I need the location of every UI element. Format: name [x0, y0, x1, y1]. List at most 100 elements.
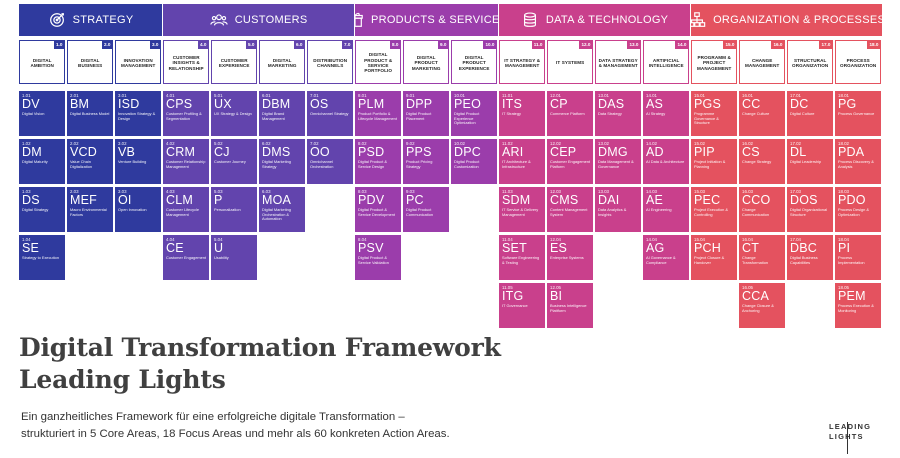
action-name: Macro Environmental Factors: [70, 207, 107, 217]
action-area-tile[interactable]: 11.04 SET Software Engineering & Testing: [499, 235, 546, 280]
focus-area-card: 2.0 DIGITAL BUSINESS: [67, 40, 114, 84]
action-area-tile[interactable]: 1.04 SE Strategy to Execution: [19, 235, 66, 280]
action-abbreviation: PIP: [694, 145, 715, 159]
action-area-tile[interactable]: 12.02 CEP Customer Engagement Platform: [547, 139, 594, 184]
action-area-tile[interactable]: 4.03 CLM Customer Lifecycle Management: [163, 187, 210, 232]
action-area-tile[interactable]: 1.03 DS Digital Strategy: [19, 187, 66, 232]
action-area-tile[interactable]: 11.03 SDM IT Service & Delivery Management: [499, 187, 546, 232]
action-name: Digital Brand Management: [262, 111, 285, 121]
action-area-tile[interactable]: 18.04 PI Process Implementation: [835, 235, 882, 280]
focus-area-label: DIGITAL PRODUCT & SERVICE PORTFOLIO: [364, 52, 393, 74]
action-area-tile[interactable]: 5.02 CJ Customer Journey: [211, 139, 258, 184]
core-area-title: STRATEGY: [72, 14, 134, 26]
action-area-tile[interactable]: 10.02 DPC Digital Product Customization: [451, 139, 498, 184]
action-area-tile[interactable]: 14.01 AS AI Strategy: [643, 91, 690, 136]
action-area-tile[interactable]: 4.01 CPS Customer Profiling & Segmentation: [163, 91, 210, 136]
action-abbreviation: DM: [22, 145, 42, 159]
action-area-tile[interactable]: 1.02 DM Digital Maturity: [19, 139, 66, 184]
action-number: 4.01: [166, 93, 175, 98]
action-name: Data Analytics & Insights: [598, 207, 627, 217]
action-area-tile[interactable]: 15.02 PIP Project Initiation & Planning: [691, 139, 738, 184]
focus-area-number: 5.0: [246, 41, 257, 49]
action-area-tile[interactable]: 8.01 PLM Product Portfolio & Lifecycle Man…: [355, 91, 402, 136]
action-area-tile[interactable]: 8.02 PSD Digital Product & Service Design: [355, 139, 402, 184]
action-area-tile[interactable]: 14.03 AE AI Engineering: [643, 187, 690, 232]
action-name: Customer Profiling & Segmentation: [166, 111, 202, 121]
action-number: 16.04: [742, 237, 753, 242]
action-area-tile[interactable]: 12.04 ES Enterprise Systems: [547, 235, 594, 280]
action-area-tile[interactable]: 5.04 U Usability: [211, 235, 258, 280]
action-abbreviation: DMG: [598, 145, 628, 159]
focus-area-label: INNOVATION MANAGEMENT: [120, 57, 156, 68]
focus-area-label: CHANGE MANAGEMENT: [744, 57, 780, 68]
action-area-tile[interactable]: 11.01 ITS IT Strategy: [499, 91, 546, 136]
action-area-tile[interactable]: 1.01 DV Digital Vision: [19, 91, 66, 136]
action-number: 14.04: [646, 237, 657, 242]
action-area-tile[interactable]: 12.03 CMS Content Management System: [547, 187, 594, 232]
action-area-tile[interactable]: 2.03 MEF Macro Environmental Factors: [67, 187, 114, 232]
action-number: 17.02: [790, 141, 801, 146]
action-area-tile[interactable]: 12.01 CP Commerce Platform: [547, 91, 594, 136]
action-area-tile[interactable]: 12.05 BI Business Intelligence Plattform: [547, 283, 594, 328]
action-area-tile[interactable]: 8.03 PDV Digital Product & Service Develop…: [355, 187, 402, 232]
action-area-tile[interactable]: 16.03 CCO Change Communication: [739, 187, 786, 232]
action-number: 11.02: [502, 141, 513, 146]
action-area-tile[interactable]: 18.01 PG Process Governance: [835, 91, 882, 136]
action-area-tile[interactable]: 6.01 DBM Digital Brand Management: [259, 91, 306, 136]
action-area-tile[interactable]: 16.02 CS Change Strategy: [739, 139, 786, 184]
action-area-tile[interactable]: 6.03 MOA Digital Marketing Orchestration &…: [259, 187, 306, 232]
action-area-tile[interactable]: 13.02 DMG Data Management & Governance: [595, 139, 642, 184]
action-abbreviation: CE: [166, 241, 184, 255]
action-area-tile[interactable]: 9.03 PC Digital Product Communication: [403, 187, 450, 232]
action-area-tile[interactable]: 5.01 UX UX Strategy & Design: [211, 91, 258, 136]
action-name: Omnichannel Strategy: [310, 111, 349, 116]
action-number: 2.03: [70, 189, 79, 194]
action-area-tile[interactable]: 3.03 OI Open Innovation: [115, 187, 162, 232]
action-area-tile[interactable]: 4.04 CE Customer Engagement: [163, 235, 210, 280]
action-area-tile[interactable]: 3.02 VB Venture Building: [115, 139, 162, 184]
action-area-tile[interactable]: 7.01 OS Omnichannel Strategy: [307, 91, 354, 136]
action-abbreviation: ISD: [118, 97, 140, 111]
action-area-tile[interactable]: 9.02 PPS Product Pricing Strategy: [403, 139, 450, 184]
action-area-tile[interactable]: 14.04 AG AI Governance & Compliance: [643, 235, 690, 280]
action-area-tile[interactable]: 11.05 ITG IT Governance: [499, 283, 546, 328]
action-area-tile[interactable]: 7.02 OO Omnichannel Orchestration: [307, 139, 354, 184]
action-area-tile[interactable]: 8.04 PSV Digital Product & Service Validat…: [355, 235, 402, 280]
action-area-tile[interactable]: 18.03 PDO Process Design & Optimization: [835, 187, 882, 232]
action-abbreviation: BI: [550, 289, 563, 303]
action-area-tile[interactable]: 6.02 DMS Digital Marketing Strategy: [259, 139, 306, 184]
action-area-tile[interactable]: 11.02 ARI IT Architecture & Infrastructure: [499, 139, 546, 184]
action-area-tile[interactable]: 15.04 PCH Project Closure & Handover: [691, 235, 738, 280]
action-area-tile[interactable]: 15.03 PEC Project Execution & Controlling: [691, 187, 738, 232]
action-area-tile[interactable]: 18.05 PEM Process Execution & Monitoring: [835, 283, 882, 328]
action-area-tile[interactable]: 4.02 CRM Customer Relationship Management: [163, 139, 210, 184]
action-area-tile[interactable]: 17.04 DBC Digital Business Capabilities: [787, 235, 834, 280]
action-area-tile[interactable]: 17.01 DC Digital Culture: [787, 91, 834, 136]
action-abbreviation: PGS: [694, 97, 721, 111]
action-area-tile[interactable]: 13.01 DAS Data Strategy: [595, 91, 642, 136]
action-area-tile[interactable]: 2.02 VCD Value Chain Digitalization: [67, 139, 114, 184]
action-area-tile[interactable]: 16.04 CT Change Transformation: [739, 235, 786, 280]
action-area-tile[interactable]: 9.01 DPP Digital Product Placement: [403, 91, 450, 136]
action-name: Business Intelligence Plattform: [550, 303, 587, 313]
focus-area-label: IT STRATEGY & MANAGEMENT: [504, 57, 541, 68]
action-area-tile[interactable]: 14.02 AD AI Data & Architecture: [643, 139, 690, 184]
focus-area-number: 10.0: [483, 41, 497, 49]
action-area-tile[interactable]: 2.01 BM Digital Business Model: [67, 91, 114, 136]
action-area-tile[interactable]: 17.03 DOS Digital Organizational Structure: [787, 187, 834, 232]
action-area-tile[interactable]: 15.01 PGS Programme Governance & Structure: [691, 91, 738, 136]
action-name: Programme Governance & Structure: [694, 111, 719, 126]
action-abbreviation: PLM: [358, 97, 385, 111]
action-area-tile[interactable]: 18.02 PDA Process Discovery & Analysis: [835, 139, 882, 184]
action-area-tile[interactable]: 5.03 P Personalization: [211, 187, 258, 232]
action-area-tile[interactable]: 17.02 DL Digital Leadership: [787, 139, 834, 184]
action-area-tile[interactable]: 16.05 CCA Change Closure & Anchoring: [739, 283, 786, 328]
action-area-tile[interactable]: 16.01 CC Change Culture: [739, 91, 786, 136]
people-icon: [210, 11, 228, 29]
action-area-tile[interactable]: 13.03 DAI Data Analytics & Insights: [595, 187, 642, 232]
action-number: 17.03: [790, 189, 801, 194]
action-area-tile[interactable]: 10.01 PEO Digital Product Experience Optim…: [451, 91, 498, 136]
core-area-technology: DATA & TECHNOLOGY: [499, 4, 691, 36]
action-number: 15.01: [694, 93, 705, 98]
action-area-tile[interactable]: 3.01 ISD Innovation Strategy & Design: [115, 91, 162, 136]
